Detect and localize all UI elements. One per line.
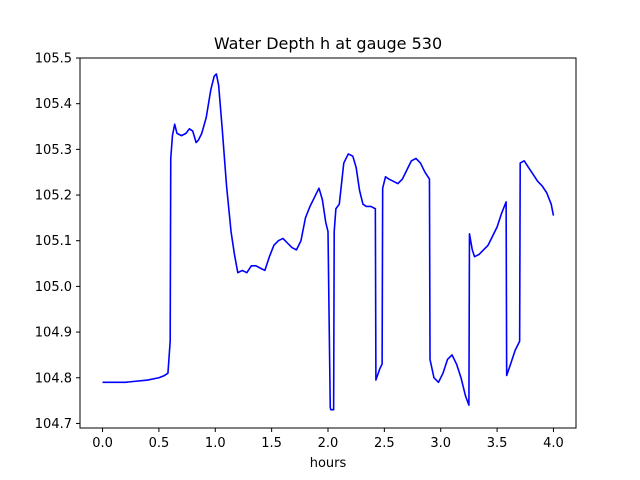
y-axis: 104.7 104.8 104.9 105.0 105.1 105.2 105.3 105.4… [35,52,80,432]
y-tick-label: 105.0 [35,280,72,295]
x-tick-label: 3.0 [430,436,451,451]
x-tick-label: 4.0 [543,436,564,451]
x-tick-label: 0.5 [149,436,170,451]
x-axis: 0.0 0.5 1.0 1.5 2.0 2.5 3.0 3.5 4.0 [92,428,564,451]
y-tick-label: 105.2 [35,189,72,204]
series-layer [102,73,555,411]
x-tick-label: 2.0 [318,436,339,451]
y-tick-label: 105.1 [35,234,72,249]
x-tick-label: 1.0 [205,436,226,451]
y-tick-label: 104.8 [35,371,72,386]
chart-title: Water Depth h at gauge 530 [214,34,442,53]
y-tick-label: 104.9 [35,326,72,341]
y-tick-label: 105.4 [35,97,72,112]
x-axis-label: hours [310,456,347,471]
x-tick-label: 2.5 [374,436,395,451]
y-tick-label: 104.7 [35,417,72,432]
x-tick-label: 3.5 [487,436,508,451]
y-tick-label: 105.3 [35,143,72,158]
x-tick-label: 1.5 [261,436,282,451]
series-line [102,73,555,411]
y-tick-label: 105.5 [35,52,72,67]
x-tick-label: 0.0 [92,436,113,451]
